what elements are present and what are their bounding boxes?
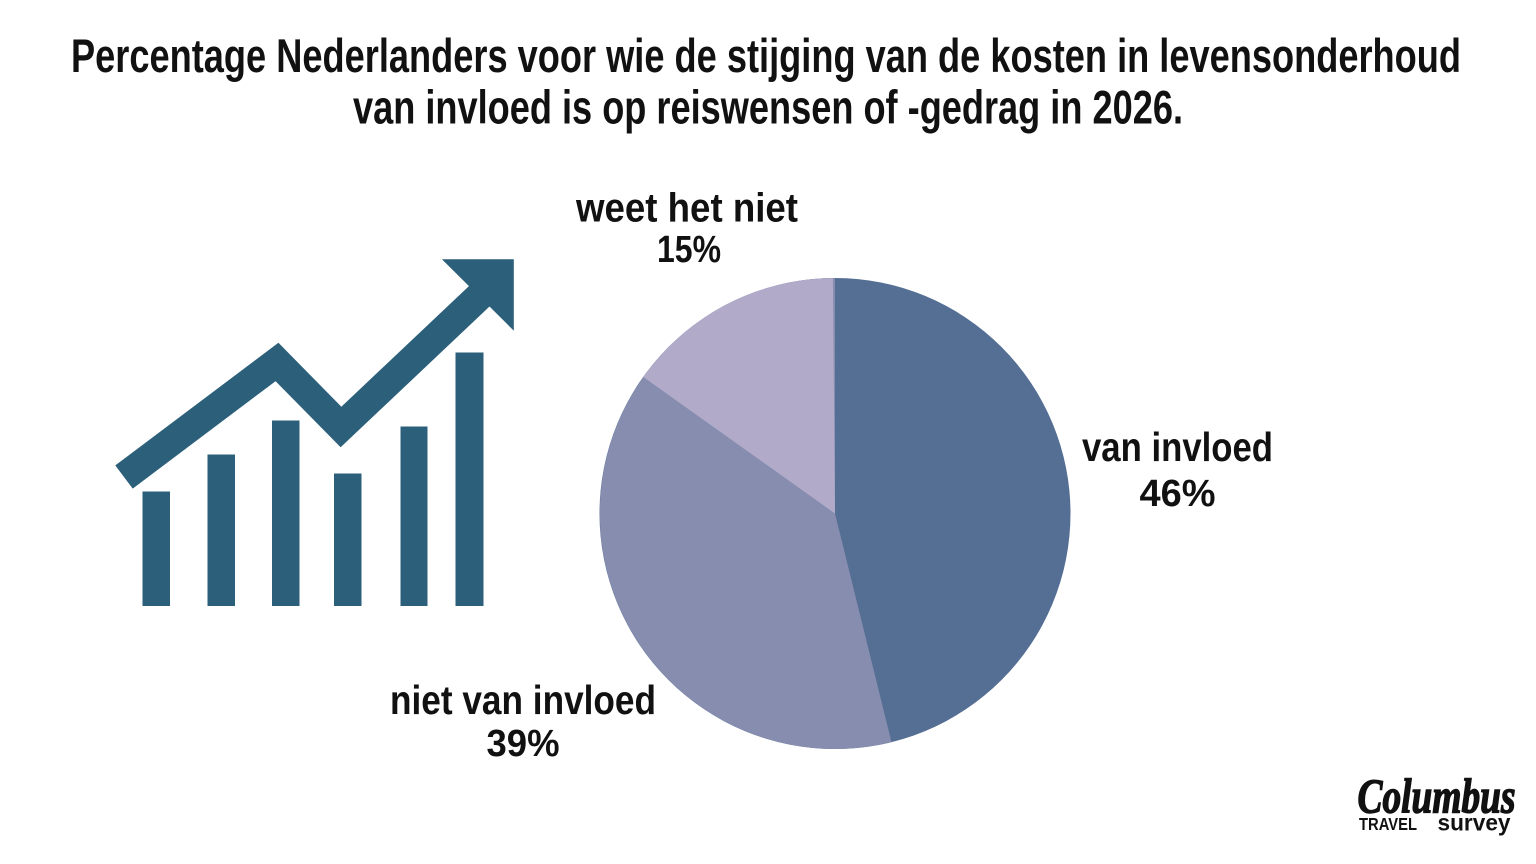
svg-text:van invloed is op reiswensen o: van invloed is op reiswensen of -gedrag …	[353, 81, 1183, 134]
svg-text:van invloed: van invloed	[1082, 424, 1273, 470]
svg-text:weet het niet: weet het niet	[575, 185, 798, 231]
svg-text:39%: 39%	[487, 723, 560, 765]
svg-text:Columbus: Columbus	[1358, 769, 1516, 824]
svg-text:46%: 46%	[1140, 473, 1216, 515]
svg-text:Percentage Nederlanders voor w: Percentage Nederlanders voor wie de stij…	[71, 29, 1461, 82]
svg-text:TRAVEL: TRAVEL	[1359, 814, 1417, 834]
svg-text:15%: 15%	[657, 229, 721, 271]
svg-text:survey: survey	[1438, 810, 1511, 836]
svg-text:niet van invloed: niet van invloed	[390, 677, 656, 723]
